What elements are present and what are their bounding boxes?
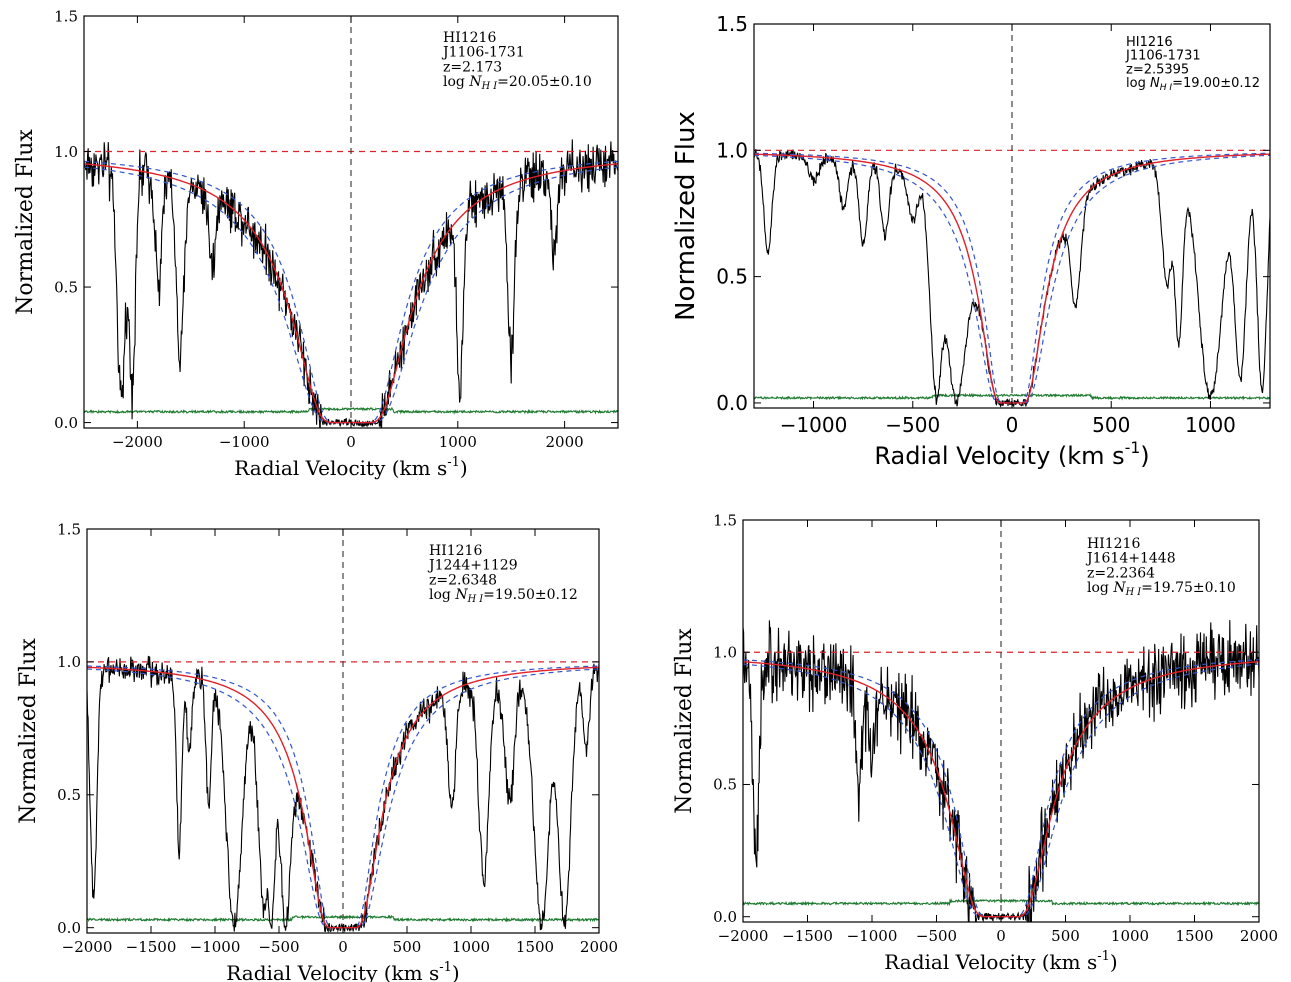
annotation-line: z=2.6348 xyxy=(429,572,497,588)
annotation-line: J1614+1448 xyxy=(1085,551,1176,567)
x-tick-label: 2000 xyxy=(1240,927,1278,945)
x-tick-label: 0 xyxy=(338,938,348,956)
y-tick-label: 0.0 xyxy=(713,908,737,926)
x-tick-label: 1000 xyxy=(1111,927,1149,945)
error-spectrum-line xyxy=(84,406,618,415)
error-spectrum-line xyxy=(754,392,1270,401)
x-tick-label: 1000 xyxy=(452,938,490,956)
annotation-line: HI1216 xyxy=(429,543,482,559)
x-tick-label: −1000 xyxy=(780,413,848,437)
x-tick-label: 2000 xyxy=(580,938,618,956)
annotation-column-density: log NH I=19.00±0.12 xyxy=(1126,76,1260,93)
x-tick-label: 1000 xyxy=(1185,413,1236,437)
x-axis-label: Radial Velocity (km s-1) xyxy=(874,439,1149,470)
y-tick-label: 0.0 xyxy=(54,414,78,432)
error-spectrum-line xyxy=(743,898,1259,907)
x-tick-label: 1000 xyxy=(439,433,477,451)
annotation-line: J1244+1129 xyxy=(427,558,518,574)
y-tick-label: 1.0 xyxy=(54,143,78,161)
y-axis-label: Normalized Flux xyxy=(16,638,41,824)
x-tick-label: 1500 xyxy=(516,938,554,956)
x-tick-label: 500 xyxy=(1092,413,1130,437)
y-tick-label: 1.5 xyxy=(716,12,748,36)
x-tick-label: −1000 xyxy=(190,938,241,956)
annotation-line: z=2.173 xyxy=(443,59,502,75)
x-tick-label: −1500 xyxy=(126,938,177,956)
x-tick-label: −1000 xyxy=(219,433,270,451)
y-tick-label: 0.5 xyxy=(57,786,81,804)
fit-upper-bound-line xyxy=(84,166,618,424)
annotation-line: J1106-1731 xyxy=(441,45,525,61)
y-tick-label: 0.5 xyxy=(54,278,78,296)
flux-spectrum-line xyxy=(84,139,618,428)
x-tick-label: 1500 xyxy=(1175,927,1213,945)
x-tick-label: −500 xyxy=(258,938,299,956)
x-tick-label: −500 xyxy=(885,413,940,437)
y-tick-label: 1.5 xyxy=(57,520,81,538)
y-axis-label: Normalized Flux xyxy=(671,111,701,321)
x-tick-label: 0 xyxy=(346,433,356,451)
x-tick-label: −2000 xyxy=(718,927,769,945)
y-tick-label: 1.5 xyxy=(713,511,737,529)
y-tick-label: 0.5 xyxy=(713,776,737,794)
y-tick-label: 0.0 xyxy=(57,919,81,937)
y-axis-label: Normalized Flux xyxy=(13,129,38,315)
x-tick-label: −2000 xyxy=(62,938,113,956)
panel-j1106-z2173: −2000 −1000 0 1000 2000 0.0 0.5 1.0 1.5 Radial Ve… xyxy=(13,7,619,480)
annotation-line: HI1216 xyxy=(443,30,496,46)
annotation-line: z=2.2364 xyxy=(1087,565,1155,581)
x-tick-label: 500 xyxy=(1051,927,1080,945)
fit-upper-bound-line xyxy=(87,668,599,929)
annotation-line: HI1216 xyxy=(1126,35,1173,50)
annotation-line: HI1216 xyxy=(1087,536,1140,552)
x-tick-label: 0 xyxy=(996,927,1006,945)
y-tick-label: 0.0 xyxy=(716,391,748,415)
y-axis-label: Normalized Flux xyxy=(672,628,697,814)
x-tick-label: 2000 xyxy=(546,433,584,451)
annotation-line: z=2.5395 xyxy=(1126,62,1189,77)
y-tick-label: 0.5 xyxy=(716,265,748,289)
y-tick-label: 1.0 xyxy=(713,643,737,661)
x-axis-label: Radial Velocity (km s-1) xyxy=(884,949,1117,974)
y-tick-label: 1.0 xyxy=(57,653,81,671)
x-tick-label: 500 xyxy=(393,938,422,956)
annotation-column-density: log NH I=19.50±0.12 xyxy=(429,587,578,605)
x-axis-label: Radial Velocity (km s-1) xyxy=(234,455,467,480)
x-tick-label: −2000 xyxy=(112,433,163,451)
panel-j1614-z22364: −2000 −1500 −1000 −500 0 500 1000 1500 2000 0.0 0.… xyxy=(672,511,1278,974)
panel-j1244-z26348: −2000 −1500 −1000 −500 0 500 1000 1500 2000 0.0 0.… xyxy=(16,520,618,982)
x-tick-label: −1500 xyxy=(782,927,833,945)
x-tick-label: 0 xyxy=(1006,413,1019,437)
y-tick-label: 1.5 xyxy=(54,7,78,25)
annotation-column-density: log NH I=20.05±0.10 xyxy=(443,74,592,92)
annotation-line: J1106-1731 xyxy=(1125,49,1201,64)
panel-j1106-z25395: −1000 −500 0 500 1000 0.0 0.5 1.0 1.5 Radial Velo… xyxy=(671,12,1271,470)
x-tick-label: −500 xyxy=(916,927,957,945)
x-axis-label: Radial Velocity (km s-1) xyxy=(226,960,459,982)
y-tick-label: 1.0 xyxy=(716,138,748,162)
annotation-column-density: log NH I=19.75±0.10 xyxy=(1087,580,1236,598)
x-tick-label: −1000 xyxy=(847,927,898,945)
